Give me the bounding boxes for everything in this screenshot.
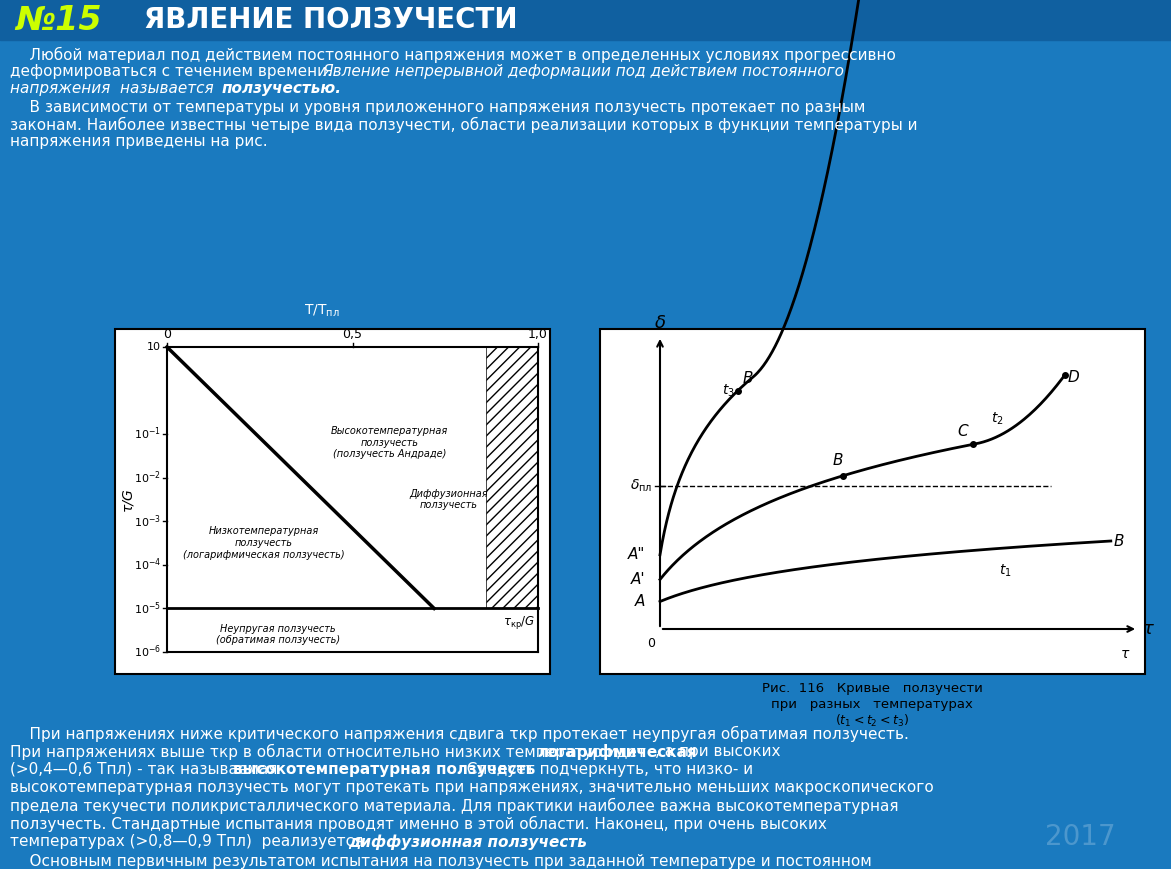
Text: $t_2$: $t_2$ xyxy=(991,410,1004,427)
Text: ползучестью.: ползучестью. xyxy=(222,81,342,96)
Text: ЯВЛЕНИЕ ПОЛЗУЧЕСТИ: ЯВЛЕНИЕ ПОЛЗУЧЕСТИ xyxy=(115,6,518,34)
Text: Высокотемпературная
ползучесть
(ползучесть Андраде): Высокотемпературная ползучесть (ползучес… xyxy=(331,427,448,460)
Text: температурах (>0,8—0,9 Тпл)  реализуется: температурах (>0,8—0,9 Тпл) реализуется xyxy=(11,834,368,849)
Text: A: A xyxy=(635,594,645,609)
Text: T/T$_{\mathsf{пл}}$: T/T$_{\mathsf{пл}}$ xyxy=(304,302,340,319)
Text: высокотемпературная ползучесть могут протекать при напряжениях, значительно мень: высокотемпературная ползучесть могут про… xyxy=(11,780,933,795)
Text: A": A" xyxy=(628,547,645,562)
Text: B: B xyxy=(1114,534,1124,548)
Text: №15: №15 xyxy=(15,3,102,36)
Text: A': A' xyxy=(630,572,645,587)
Text: 1,0: 1,0 xyxy=(528,328,548,341)
Text: $10^{-3}$: $10^{-3}$ xyxy=(133,513,160,529)
Bar xyxy=(0,0,1171,40)
Text: высокотемпературная ползучесть: высокотемпературная ползучесть xyxy=(233,762,535,777)
Text: $t_1$: $t_1$ xyxy=(999,562,1012,579)
Text: 2017: 2017 xyxy=(1045,823,1115,851)
Text: При напряжениях выше τкр в области относительно низких температур идет: При напряжениях выше τкр в области относ… xyxy=(11,744,651,760)
Text: $t_3$: $t_3$ xyxy=(723,383,735,400)
Text: ползучесть. Стандартные испытания проводят именно в этой области. Наконец, при о: ползучесть. Стандартные испытания провод… xyxy=(11,816,827,833)
Text: $10^{-5}$: $10^{-5}$ xyxy=(133,600,160,617)
Text: логарифмическая: логарифмическая xyxy=(537,744,697,760)
Text: τ: τ xyxy=(1121,647,1129,661)
Text: При напряжениях ниже критического напряжения сдвига τкр протекает неупругая обра: При напряжениях ниже критического напряж… xyxy=(11,726,909,742)
Text: Низкотемпературная
ползучесть
(логарифмическая ползучесть): Низкотемпературная ползучесть (логарифми… xyxy=(183,527,344,560)
Text: $10^{-1}$: $10^{-1}$ xyxy=(133,426,160,442)
Text: 0,5: 0,5 xyxy=(342,328,363,341)
Text: τ/G: τ/G xyxy=(119,488,133,511)
Text: Явление непрерывной деформации под действием постоянного: Явление непрерывной деформации под дейст… xyxy=(322,64,844,79)
Text: напряжения приведены на рис.: напряжения приведены на рис. xyxy=(11,134,268,149)
Text: $10^{-2}$: $10^{-2}$ xyxy=(133,469,160,486)
Text: диффузионная ползучесть: диффузионная ползучесть xyxy=(348,834,587,850)
Text: 10: 10 xyxy=(148,342,160,352)
Bar xyxy=(115,329,550,674)
Text: , а при высоких: , а при высоких xyxy=(655,744,781,759)
Text: C: C xyxy=(958,424,968,440)
Text: В зависимости от температуры и уровня приложенного напряжения ползучесть протека: В зависимости от температуры и уровня пр… xyxy=(11,100,865,115)
Text: δ: δ xyxy=(655,314,665,332)
Text: Основным первичным результатом испытания на ползучесть при заданной температуре : Основным первичным результатом испытания… xyxy=(11,854,871,869)
Text: напряжения  называется: напряжения называется xyxy=(11,81,228,96)
Text: τ: τ xyxy=(1142,620,1153,638)
Text: $(t_1 < t_2 < t_3)$: $(t_1 < t_2 < t_3)$ xyxy=(835,713,909,729)
Text: предела текучести поликристаллического материала. Для практики наиболее важна вы: предела текучести поликристаллического м… xyxy=(11,798,898,814)
Text: . Следует подчеркнуть, что низко- и: . Следует подчеркнуть, что низко- и xyxy=(457,762,753,777)
Text: 0: 0 xyxy=(648,637,655,650)
Text: B: B xyxy=(742,371,753,386)
Text: при   разных   температурах: при разных температурах xyxy=(771,698,973,711)
Text: Любой материал под действием постоянного напряжения может в определенных условия: Любой материал под действием постоянного… xyxy=(11,47,896,63)
Text: 0: 0 xyxy=(163,328,171,341)
Text: .: . xyxy=(522,834,527,849)
Text: Диффузионная
ползучесть: Диффузионная ползучесть xyxy=(410,488,488,510)
Text: $\delta_{\mathsf{пл}}$: $\delta_{\mathsf{пл}}$ xyxy=(630,478,652,494)
Text: (>0,4—0,6 Тпл) - так называемая: (>0,4—0,6 Тпл) - так называемая xyxy=(11,762,282,777)
Text: законам. Наиболее известны четыре вида ползучести, области реализации которых в : законам. Наиболее известны четыре вида п… xyxy=(11,117,918,133)
Text: B: B xyxy=(833,453,843,468)
Text: $\tau_{\mathsf{кр}}/G$: $\tau_{\mathsf{кр}}/G$ xyxy=(502,614,535,632)
Text: $10^{-6}$: $10^{-6}$ xyxy=(133,644,160,660)
Text: деформироваться с течением времени.: деформироваться с течением времени. xyxy=(11,64,337,79)
Text: D: D xyxy=(1068,369,1080,384)
Text: Неупругая ползучесть
(обратимая ползучесть): Неупругая ползучесть (обратимая ползучес… xyxy=(217,624,341,646)
Text: Рис.  116   Кривые   ползучести: Рис. 116 Кривые ползучести xyxy=(761,682,982,695)
Text: $10^{-4}$: $10^{-4}$ xyxy=(133,556,160,574)
Bar xyxy=(600,329,1145,674)
